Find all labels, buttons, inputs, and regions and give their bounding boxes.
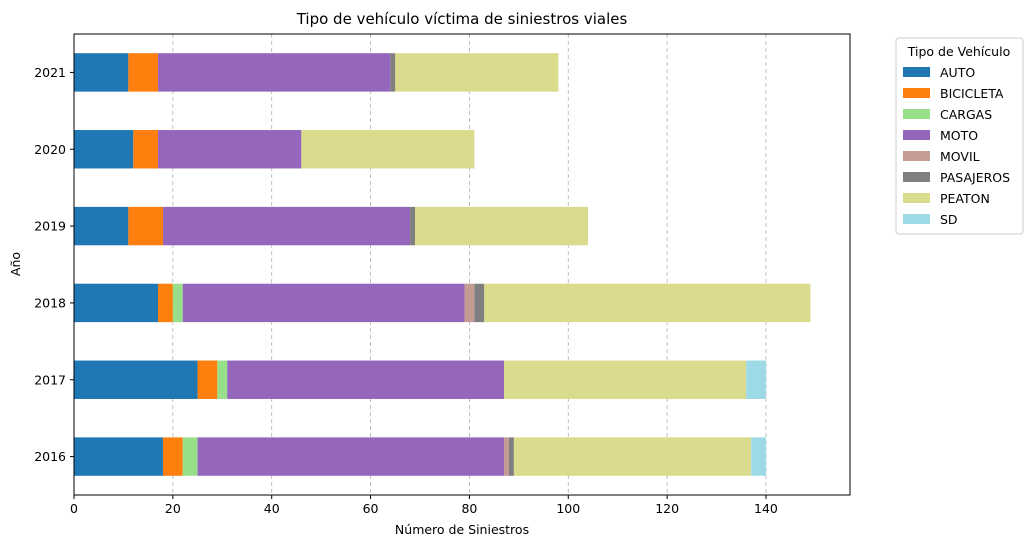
bar-segment-auto-2016 [74, 437, 163, 476]
legend-swatch-cargas [903, 109, 930, 119]
y-tick-label: 2016 [34, 449, 66, 464]
legend-label-cargas: CARGAS [940, 107, 992, 122]
bar-segment-pasajeros-2019 [410, 206, 416, 246]
bar-segment-auto-2020 [74, 130, 134, 169]
x-tick-label: 100 [556, 501, 580, 516]
x-tick-label: 40 [264, 501, 280, 516]
bar-segment-auto-2017 [74, 360, 198, 399]
legend-label-movil: MOVIL [940, 149, 980, 164]
bar-segment-pasajeros-2021 [390, 53, 396, 92]
legend-swatch-peaton [903, 193, 930, 203]
bar-segment-pasajeros-2016 [508, 437, 514, 476]
bar-segment-sd-2016 [751, 437, 766, 476]
y-axis-label: Año [8, 252, 23, 276]
bar-segment-moto-2020 [158, 130, 302, 169]
bar-segment-peaton-2019 [415, 206, 589, 246]
x-axis: 0 20 40 60 80 100 120 140 [70, 495, 778, 516]
bar-segment-bicicleta-2019 [128, 206, 163, 246]
x-tick-label: 140 [754, 501, 778, 516]
bar-segment-bicicleta-2016 [162, 437, 183, 476]
bar-segment-auto-2018 [74, 283, 159, 323]
bar-segment-bicicleta-2021 [128, 53, 159, 92]
bar-segment-peaton-2020 [301, 130, 475, 169]
legend-swatch-bicicleta [903, 88, 930, 98]
bar-segment-peaton-2018 [484, 283, 811, 323]
legend-label-bicicleta: BICICLETA [940, 86, 1004, 101]
y-tick-label: 2019 [34, 219, 66, 234]
grid-lines [172, 34, 767, 495]
legend-label-auto: AUTO [940, 65, 975, 80]
bar-segment-peaton-2021 [395, 53, 559, 92]
legend-label-pasajeros: PASAJEROS [940, 170, 1010, 185]
x-tick-label: 60 [363, 501, 379, 516]
bar-segment-cargas-2017 [217, 360, 228, 399]
legend-label-moto: MOTO [940, 128, 978, 143]
bar-segment-moto-2021 [158, 53, 391, 92]
bar-segment-auto-2021 [74, 53, 129, 92]
y-tick-label: 2018 [34, 295, 66, 310]
legend-swatch-pasajeros [903, 172, 930, 182]
bar-segment-sd-2017 [746, 360, 766, 399]
bar-segment-moto-2019 [162, 206, 411, 246]
legend-swatch-auto [903, 67, 930, 77]
bar-segment-auto-2019 [74, 206, 129, 246]
x-tick-label: 80 [461, 501, 477, 516]
bar-segment-bicicleta-2020 [133, 130, 159, 169]
bar-segment-movil-2016 [504, 437, 509, 476]
legend-box [895, 37, 1024, 235]
y-axis: 2016 2017 2018 2019 2020 2021 [34, 65, 74, 464]
x-axis-label: Número de Siniestros [395, 522, 529, 537]
bar-segment-pasajeros-2018 [474, 283, 485, 323]
legend-label-peaton: PEATON [940, 191, 990, 206]
bar-segment-moto-2016 [197, 437, 505, 476]
bar-segment-peaton-2016 [513, 437, 752, 476]
bar-segment-peaton-2017 [504, 360, 747, 399]
legend-label-sd: SD [940, 212, 958, 227]
bar-segment-bicicleta-2018 [158, 283, 173, 323]
legend-swatch-moto [903, 130, 930, 140]
bar-segment-cargas-2016 [182, 437, 198, 476]
bars [74, 53, 811, 476]
legend-swatch-movil [903, 151, 930, 161]
bar-segment-cargas-2018 [172, 283, 183, 323]
legend-swatch-sd [903, 214, 930, 224]
x-tick-label: 120 [655, 501, 679, 516]
bar-segment-bicicleta-2017 [197, 360, 218, 399]
x-tick-label: 20 [165, 501, 181, 516]
x-tick-label: 0 [70, 501, 78, 516]
y-tick-label: 2020 [34, 142, 66, 157]
bar-segment-moto-2018 [182, 283, 465, 323]
y-tick-label: 2017 [34, 372, 66, 387]
legend: Tipo de Vehículo AUTO BICICLETA CARGAS MOTO… [895, 37, 1024, 235]
plot-frame [73, 33, 851, 496]
bar-segment-moto-2017 [227, 360, 505, 399]
bar-segment-movil-2018 [464, 283, 475, 323]
legend-items: AUTO BICICLETA CARGAS MOTO MOVIL PASAJEROS PEA… [903, 65, 1010, 227]
y-tick-label: 2021 [34, 65, 66, 80]
chart-title: Tipo de vehículo víctima de siniestros v… [296, 10, 628, 28]
legend-title: Tipo de Vehículo [907, 44, 1010, 59]
